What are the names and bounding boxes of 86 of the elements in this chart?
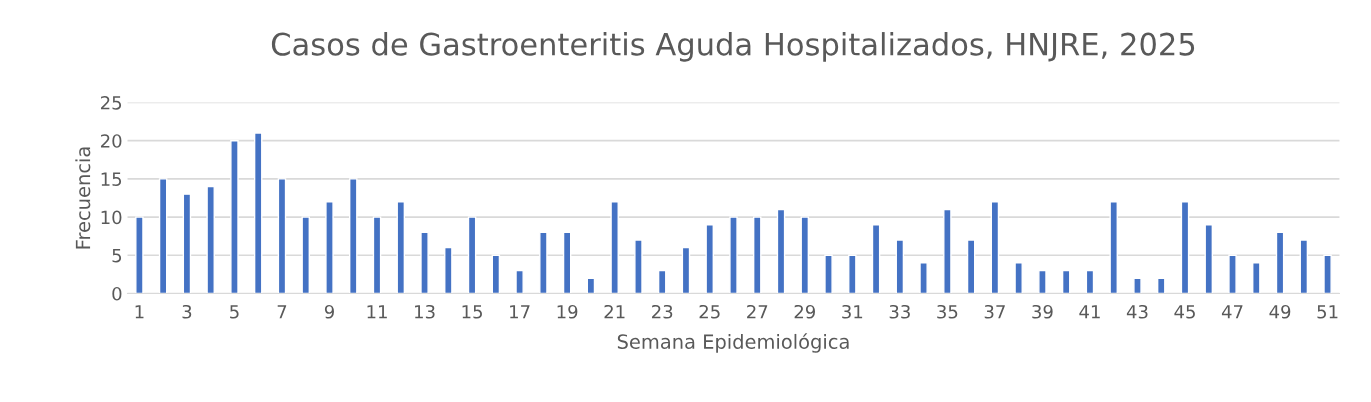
bar <box>206 185 215 294</box>
bar <box>467 216 477 294</box>
bar <box>752 216 762 294</box>
x-axis-title: Semana Epidemiológica <box>617 333 849 353</box>
bar <box>325 201 334 294</box>
bar <box>729 216 738 294</box>
bar <box>182 193 192 294</box>
bar <box>824 254 833 294</box>
bar <box>871 224 881 294</box>
x-tick-label: 21 <box>604 304 625 319</box>
y-tick-label: 5 <box>112 248 122 263</box>
bar <box>848 254 857 294</box>
y-tick-label: 15 <box>101 172 122 187</box>
x-tick-label: 27 <box>747 304 768 319</box>
x-tick-label: 31 <box>842 304 863 319</box>
bar <box>919 262 928 294</box>
bar <box>372 216 382 294</box>
x-tick-label: 9 <box>324 304 334 319</box>
y-tick-label: 20 <box>100 134 122 148</box>
x-tick-label: 25 <box>699 304 720 319</box>
bar <box>349 178 358 294</box>
bar <box>1014 262 1023 294</box>
bar <box>776 208 786 294</box>
bar <box>230 140 239 294</box>
x-tick-label: 1 <box>135 305 144 319</box>
bar <box>562 231 572 294</box>
y-tick-label: 0 <box>112 286 122 301</box>
x-tick-label: 3 <box>182 304 192 319</box>
x-tick-label: 49 <box>1269 304 1291 319</box>
bar <box>515 269 524 294</box>
x-tick-label: 39 <box>1032 304 1053 319</box>
bar <box>990 201 1000 294</box>
bar <box>1252 262 1261 294</box>
bar <box>895 239 905 294</box>
bar <box>277 178 287 294</box>
chart-title: Casos de Gastroenteritis Aguda Hospitalizados, HNJRE, 2025 <box>271 32 1195 62</box>
bar <box>1180 201 1190 294</box>
x-tick-label: 7 <box>277 305 287 319</box>
bar <box>444 246 453 294</box>
bar <box>634 239 643 294</box>
bar <box>491 254 501 294</box>
bar <box>1061 269 1071 294</box>
x-tick-label: 19 <box>557 304 578 319</box>
bar <box>1228 254 1237 294</box>
bar <box>1038 269 1047 294</box>
y-tick-label: 10 <box>101 210 122 225</box>
y-axis-title: Frecuencia <box>75 147 91 249</box>
x-tick-label: 45 <box>1174 305 1195 319</box>
x-tick-label: 33 <box>889 304 910 319</box>
bar <box>1323 254 1332 294</box>
bar <box>158 178 168 294</box>
x-tick-label: 37 <box>984 304 1005 319</box>
bar <box>253 132 263 294</box>
bar <box>1133 277 1142 294</box>
bar <box>705 224 714 294</box>
bar <box>610 201 619 294</box>
x-tick-label: 35 <box>937 304 958 319</box>
x-tick-label: 5 <box>230 305 239 319</box>
bar <box>1156 277 1166 294</box>
bar <box>966 239 976 294</box>
bar <box>943 208 952 294</box>
bar <box>420 231 429 294</box>
bar <box>657 269 667 294</box>
bar <box>1204 224 1214 294</box>
x-tick-label: 29 <box>794 304 815 319</box>
x-tick-label: 43 <box>1126 304 1148 319</box>
x-tick-label: 15 <box>462 305 482 319</box>
x-tick-label: 11 <box>367 305 387 319</box>
bar <box>681 246 691 294</box>
x-tick-label: 23 <box>652 304 673 319</box>
bar <box>1299 239 1309 294</box>
x-tick-label: 41 <box>1079 305 1100 319</box>
bar <box>1085 269 1095 294</box>
bar <box>135 216 144 294</box>
bar <box>301 216 310 294</box>
x-tick-label: 47 <box>1221 305 1243 319</box>
bar <box>1109 201 1118 294</box>
x-tick-label: 17 <box>510 305 530 319</box>
bar <box>1275 231 1285 294</box>
x-tick-label: 13 <box>415 304 435 319</box>
bar <box>586 277 596 294</box>
x-tick-label: 51 <box>1317 305 1338 319</box>
y-tick-label: 25 <box>100 95 122 110</box>
bar <box>800 216 810 294</box>
bar <box>396 201 406 294</box>
bar <box>539 231 548 294</box>
